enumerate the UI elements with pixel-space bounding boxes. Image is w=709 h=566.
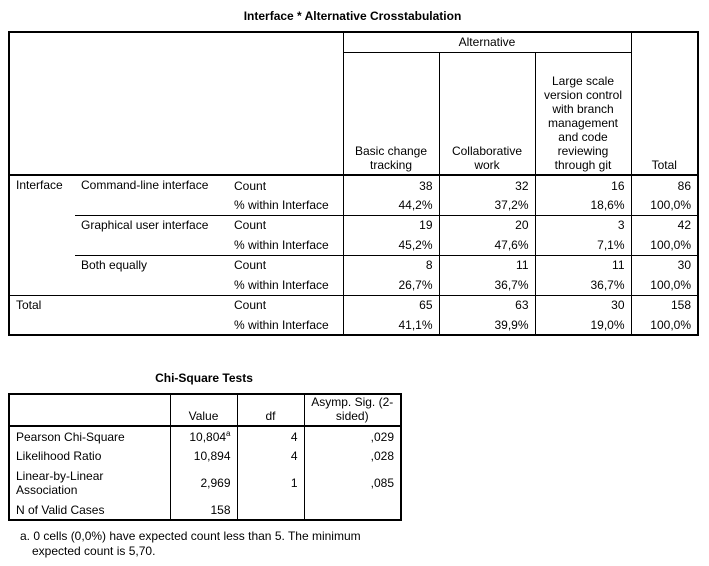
- col-header: Large scale version control with branch …: [535, 52, 631, 176]
- stat-label: % within Interface: [228, 235, 344, 255]
- chi-value: 2,969: [170, 466, 238, 500]
- table-cell: 19,0%: [535, 315, 632, 336]
- stat-label: % within Interface: [228, 315, 344, 336]
- row-label: Command-line interface: [81, 178, 209, 192]
- chi-df: 1: [237, 466, 305, 500]
- row-var-label: Interface: [8, 175, 75, 295]
- chi-sig: ,085: [304, 466, 402, 500]
- table-cell: 36,7%: [535, 275, 632, 295]
- chi-value: 10,804a: [170, 426, 238, 446]
- chi-sig: [304, 500, 402, 521]
- table-cell: 42: [631, 214, 699, 235]
- chi-df: [237, 500, 305, 521]
- chi-corner: [8, 393, 171, 427]
- chi-sig: ,028: [304, 446, 402, 466]
- table-cell: 100,0%: [631, 275, 699, 295]
- stat-label: % within Interface: [228, 275, 344, 295]
- chi-value-text: 10,804: [189, 429, 227, 444]
- row-label: Graphical user interface: [75, 214, 228, 255]
- table-cell: 63: [439, 294, 536, 315]
- table-cell: 39,9%: [439, 315, 536, 336]
- table-cell: 11: [535, 254, 632, 275]
- table-cell: 18,6%: [535, 195, 632, 215]
- chi-footnote: a. 0 cells (0,0%) have expected count le…: [20, 529, 361, 558]
- chi-row-label: Pearson Chi-Square: [8, 426, 171, 446]
- table-cell: 26,7%: [343, 275, 440, 295]
- col-group-label: Alternative: [343, 31, 631, 53]
- table-cell: 100,0%: [631, 195, 699, 215]
- chi-square-table: Value df Asymp. Sig. (2-sided) Pearson C…: [8, 393, 402, 521]
- total-row-label: Total: [8, 294, 228, 336]
- table-cell: 7,1%: [535, 235, 632, 255]
- table-cell: 19: [343, 214, 440, 235]
- table-cell: 158: [631, 294, 699, 315]
- stat-label: Count: [228, 254, 344, 275]
- table-cell: 65: [343, 294, 440, 315]
- table-cell: 8: [343, 254, 440, 275]
- table-cell: 86: [631, 175, 699, 195]
- table-cell: 45,2%: [343, 235, 440, 255]
- chi-row-label: Linear-by-Linear Association: [8, 466, 171, 500]
- table-cell: 47,6%: [439, 235, 536, 255]
- table-cell: 11: [439, 254, 536, 275]
- table-cell: 100,0%: [631, 235, 699, 255]
- col-header-total: Total: [630, 31, 699, 176]
- stat-label: Count: [228, 175, 344, 195]
- table-cell: 30: [631, 254, 699, 275]
- col-header: Collaborative work: [439, 52, 536, 176]
- crosstab-corner: [8, 31, 344, 176]
- chi-header: df: [237, 393, 305, 427]
- table-cell: 100,0%: [631, 315, 699, 336]
- crosstab-table: Alternative Total Basic change tracking …: [8, 31, 699, 336]
- table-cell: 3: [535, 214, 632, 235]
- footnote-marker: a: [226, 428, 231, 438]
- table-cell: 44,2%: [343, 195, 440, 215]
- chi-value: 10,894: [170, 446, 238, 466]
- table-cell: 16: [535, 175, 632, 195]
- chi-row-label: Likelihood Ratio: [8, 446, 171, 466]
- table-cell: 32: [439, 175, 536, 195]
- chi-df: 4: [237, 426, 305, 446]
- chi-header: Value: [170, 393, 238, 427]
- stat-label: Count: [228, 294, 344, 315]
- chi-row-label: N of Valid Cases: [8, 500, 171, 521]
- stat-label: % within Interface: [228, 195, 344, 215]
- chi-sig: ,029: [304, 426, 402, 446]
- table-cell: 41,1%: [343, 315, 440, 336]
- col-header: Basic change tracking: [343, 52, 440, 176]
- chi-value: 158: [170, 500, 238, 521]
- chi-df: 4: [237, 446, 305, 466]
- table-cell: 20: [439, 214, 536, 235]
- row-label: Both equally: [75, 254, 228, 295]
- chi-square-title: Chi-Square Tests: [155, 371, 253, 385]
- chi-header: Asymp. Sig. (2-sided): [304, 393, 402, 427]
- table-cell: 37,2%: [439, 195, 536, 215]
- table-cell: 38: [343, 175, 440, 195]
- crosstab-title: Interface * Alternative Crosstabulation: [243, 9, 462, 23]
- table-cell: 36,7%: [439, 275, 536, 295]
- table-cell: 30: [535, 294, 632, 315]
- stat-label: Count: [228, 214, 344, 235]
